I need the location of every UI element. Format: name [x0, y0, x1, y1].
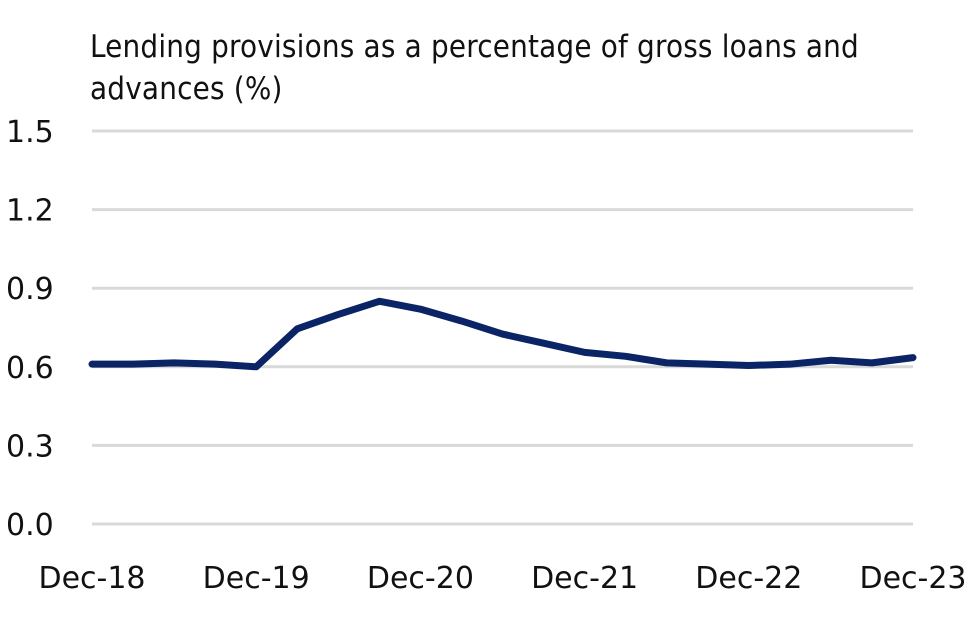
x-tick-label: Dec-19	[203, 561, 310, 596]
y-tick-label: 0.0	[6, 508, 54, 543]
x-tick-label: Dec-23	[859, 561, 966, 596]
y-tick-label: 0.9	[6, 272, 54, 307]
y-tick-label: 0.6	[6, 351, 54, 386]
y-tick-label: 0.3	[6, 429, 54, 464]
x-tick-label: Dec-21	[531, 561, 638, 596]
x-tick-label: Dec-18	[38, 561, 145, 596]
y-tick-label: 1.5	[6, 115, 54, 150]
y-tick-label: 1.2	[6, 194, 54, 229]
x-tick-label: Dec-20	[367, 561, 474, 596]
x-tick-label: Dec-22	[695, 561, 802, 596]
chart-title: Lending provisions as a percentage of gr…	[90, 29, 859, 107]
series-line	[88, 297, 917, 371]
